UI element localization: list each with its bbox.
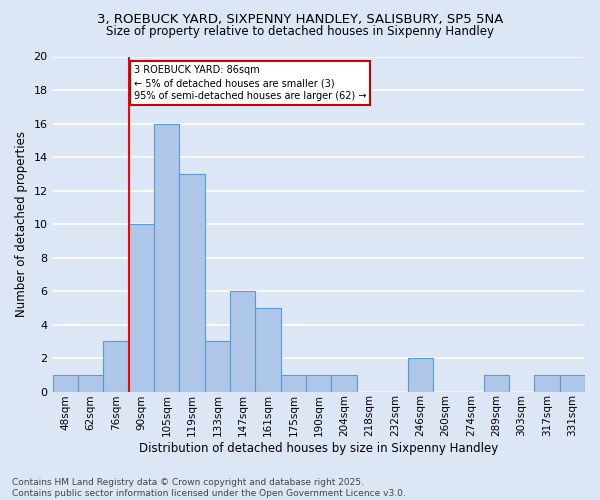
Bar	[128, 224, 154, 392]
X-axis label: Distribution of detached houses by size in Sixpenny Handley: Distribution of detached houses by size …	[139, 442, 499, 455]
Bar	[78, 375, 103, 392]
Bar	[560, 375, 585, 392]
Text: Size of property relative to detached houses in Sixpenny Handley: Size of property relative to detached ho…	[106, 25, 494, 38]
Text: 3, ROEBUCK YARD, SIXPENNY HANDLEY, SALISBURY, SP5 5NA: 3, ROEBUCK YARD, SIXPENNY HANDLEY, SALIS…	[97, 12, 503, 26]
Bar	[407, 358, 433, 392]
Bar	[256, 308, 281, 392]
Bar	[281, 375, 306, 392]
Bar	[534, 375, 560, 392]
Bar	[205, 342, 230, 392]
Bar	[230, 291, 256, 392]
Bar	[154, 124, 179, 392]
Bar	[103, 342, 128, 392]
Bar	[331, 375, 357, 392]
Text: 3 ROEBUCK YARD: 86sqm
← 5% of detached houses are smaller (3)
95% of semi-detach: 3 ROEBUCK YARD: 86sqm ← 5% of detached h…	[134, 65, 366, 102]
Bar	[53, 375, 78, 392]
Bar	[484, 375, 509, 392]
Text: Contains HM Land Registry data © Crown copyright and database right 2025.
Contai: Contains HM Land Registry data © Crown c…	[12, 478, 406, 498]
Bar	[179, 174, 205, 392]
Y-axis label: Number of detached properties: Number of detached properties	[15, 131, 28, 317]
Bar	[306, 375, 331, 392]
